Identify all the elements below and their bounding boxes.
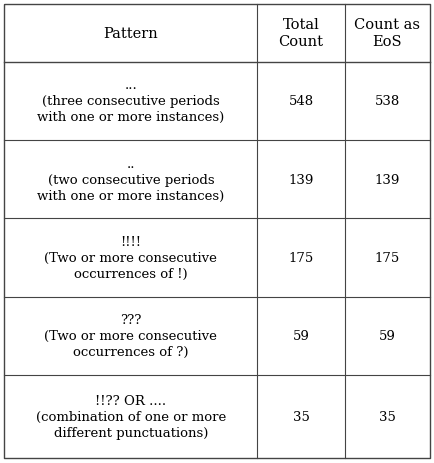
Text: 35: 35: [293, 410, 309, 423]
Text: 175: 175: [375, 251, 400, 264]
Text: 35: 35: [379, 410, 395, 423]
Text: ???
(Two or more consecutive
occurrences of ?): ??? (Two or more consecutive occurrences…: [44, 313, 217, 358]
Text: Pattern: Pattern: [103, 27, 158, 41]
Text: 175: 175: [288, 251, 314, 264]
Text: !!?? OR ....
(combination of one or more
different punctuations): !!?? OR .... (combination of one or more…: [36, 394, 226, 439]
Text: 139: 139: [288, 173, 314, 186]
Text: ...
(three consecutive periods
with one or more instances): ... (three consecutive periods with one …: [37, 79, 224, 124]
Text: 59: 59: [379, 330, 395, 343]
Text: ..
(two consecutive periods
with one or more instances): .. (two consecutive periods with one or …: [37, 157, 224, 202]
Text: Total
Count: Total Count: [279, 18, 323, 49]
Text: 538: 538: [375, 95, 400, 108]
Text: 59: 59: [293, 330, 309, 343]
Text: !!!!
(Two or more consecutive
occurrences of !): !!!! (Two or more consecutive occurrence…: [44, 236, 217, 281]
Text: 548: 548: [289, 95, 313, 108]
Text: Count as
EoS: Count as EoS: [354, 18, 420, 49]
Text: 139: 139: [375, 173, 400, 186]
